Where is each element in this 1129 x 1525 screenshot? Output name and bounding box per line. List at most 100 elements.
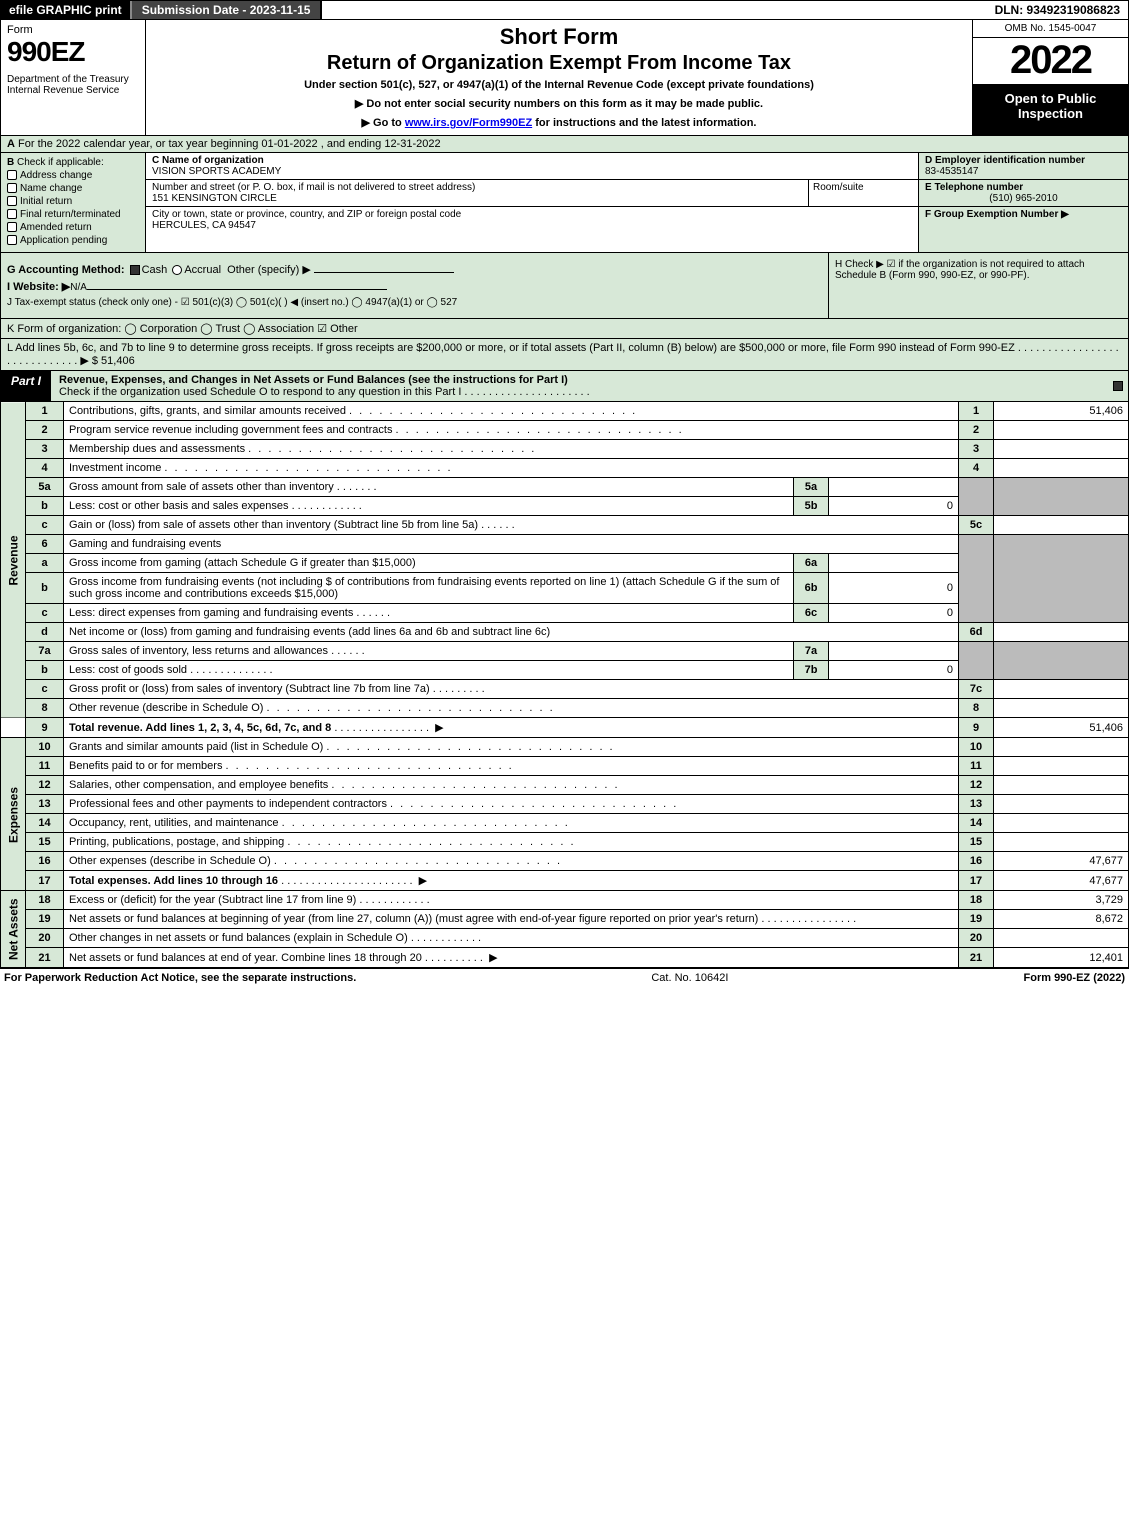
- side-revenue: Revenue: [1, 402, 26, 718]
- chk-cash[interactable]: [130, 265, 140, 275]
- l16-desc: Other expenses (describe in Schedule O): [69, 855, 271, 867]
- line-11: 11 Benefits paid to or for members 11: [1, 757, 1129, 776]
- line-13: 13 Professional fees and other payments …: [1, 795, 1129, 814]
- l19-desc: Net assets or fund balances at beginning…: [69, 913, 758, 925]
- chk-label-1: Name change: [20, 183, 82, 194]
- dots: [226, 760, 514, 772]
- omb-number: OMB No. 1545-0047: [973, 20, 1128, 38]
- l7c-num: c: [26, 680, 64, 699]
- l1-box: 1: [959, 402, 994, 421]
- l1-num: 1: [26, 402, 64, 421]
- l2-box: 2: [959, 421, 994, 440]
- l21-desc: Net assets or fund balances at end of ye…: [69, 952, 422, 964]
- l6b-subval: 0: [829, 573, 959, 604]
- dots: [282, 817, 570, 829]
- l6c-sub: 6c: [794, 604, 829, 623]
- l5b-num: b: [26, 497, 64, 516]
- l6c-desc: Less: direct expenses from gaming and fu…: [69, 607, 353, 619]
- l11-val: [994, 757, 1129, 776]
- line-14: 14 Occupancy, rent, utilities, and maint…: [1, 814, 1129, 833]
- line-3: 3 Membership dues and assessments 3: [1, 440, 1129, 459]
- chk-label-0: Address change: [20, 170, 92, 181]
- l7a-sub: 7a: [794, 642, 829, 661]
- l13-desc: Professional fees and other payments to …: [69, 798, 387, 810]
- l5a-desc: Gross amount from sale of assets other t…: [69, 481, 334, 493]
- submission-date: Submission Date - 2023-11-15: [130, 1, 323, 19]
- footer-right-post: (2022): [1090, 972, 1125, 984]
- footer-right-bold: 990-EZ: [1054, 972, 1090, 984]
- row-j: J Tax-exempt status (check only one) - ☑…: [7, 297, 822, 308]
- notice-1: ▶ Do not enter social security numbers o…: [154, 97, 964, 110]
- part1-title: Revenue, Expenses, and Changes in Net As…: [59, 374, 568, 386]
- chk-name-change[interactable]: [7, 183, 17, 193]
- l6-num: 6: [26, 535, 64, 554]
- form-label: Form: [7, 24, 139, 36]
- l21-num: 21: [26, 948, 64, 968]
- website-value: N/A: [70, 282, 87, 293]
- chk-amended-return[interactable]: [7, 222, 17, 232]
- footer-right: Form 990-EZ (2022): [1024, 972, 1126, 984]
- l2-desc: Program service revenue including govern…: [69, 424, 392, 436]
- l5a-sub: 5a: [794, 478, 829, 497]
- header-left: Form 990EZ Department of the Treasury In…: [1, 20, 146, 135]
- l14-val: [994, 814, 1129, 833]
- l11-num: 11: [26, 757, 64, 776]
- chk-application-pending[interactable]: [7, 235, 17, 245]
- l13-num: 13: [26, 795, 64, 814]
- l6a-subval: [829, 554, 959, 573]
- dots: [248, 443, 536, 455]
- l12-box: 12: [959, 776, 994, 795]
- row-i: I Website: ▶N/A: [7, 280, 822, 293]
- city-label: City or town, state or province, country…: [152, 209, 912, 220]
- line-21: 21 Net assets or fund balances at end of…: [1, 948, 1129, 968]
- subtitle: Under section 501(c), 527, or 4947(a)(1)…: [154, 79, 964, 91]
- line-15: 15 Printing, publications, postage, and …: [1, 833, 1129, 852]
- line-9: 9 Total revenue. Add lines 1, 2, 3, 4, 5…: [1, 718, 1129, 738]
- row-a: A For the 2022 calendar year, or tax yea…: [0, 136, 1129, 153]
- l10-desc: Grants and similar amounts paid (list in…: [69, 741, 323, 753]
- shaded-5: [959, 478, 994, 516]
- l3-desc: Membership dues and assessments: [69, 443, 245, 455]
- other-label: Other (specify) ▶: [227, 264, 311, 276]
- l15-num: 15: [26, 833, 64, 852]
- chk-address-change[interactable]: [7, 170, 17, 180]
- dots: [274, 855, 562, 867]
- l8-desc: Other revenue (describe in Schedule O): [69, 702, 263, 714]
- ein-label: D Employer identification number: [925, 155, 1085, 166]
- part1-subtitle: Check if the organization used Schedule …: [59, 386, 590, 398]
- irs-link[interactable]: www.irs.gov/Form990EZ: [405, 117, 532, 129]
- col-gi: G Accounting Method: Cash Accrual Other …: [1, 253, 828, 318]
- l5c-val: [994, 516, 1129, 535]
- l18-val: 3,729: [994, 891, 1129, 910]
- l4-box: 4: [959, 459, 994, 478]
- l12-num: 12: [26, 776, 64, 795]
- side-blank: [1, 718, 26, 738]
- l1-val: 51,406: [994, 402, 1129, 421]
- l20-box: 20: [959, 929, 994, 948]
- efile-label: efile GRAPHIC print: [1, 1, 130, 19]
- dots: [326, 741, 614, 753]
- l8-num: 8: [26, 699, 64, 718]
- shaded-6: [959, 535, 994, 623]
- l7b-subval: 0: [829, 661, 959, 680]
- l7a-num: 7a: [26, 642, 64, 661]
- line-8: 8 Other revenue (describe in Schedule O)…: [1, 699, 1129, 718]
- chk-schedule-o[interactable]: [1113, 381, 1123, 391]
- l16-val: 47,677: [994, 852, 1129, 871]
- chk-final-return[interactable]: [7, 209, 17, 219]
- l11-box: 11: [959, 757, 994, 776]
- l17-desc: Total expenses. Add lines 10 through 16: [69, 875, 278, 887]
- chk-initial-return[interactable]: [7, 196, 17, 206]
- l11-desc: Benefits paid to or for members: [69, 760, 222, 772]
- l18-num: 18: [26, 891, 64, 910]
- l4-num: 4: [26, 459, 64, 478]
- line-1: Revenue 1 Contributions, gifts, grants, …: [1, 402, 1129, 421]
- col-h: H Check ▶ ☑ if the organization is not r…: [828, 253, 1128, 318]
- col-c: C Name of organization VISION SPORTS ACA…: [146, 153, 918, 252]
- chk-accrual[interactable]: [172, 265, 182, 275]
- shaded-6v: [994, 535, 1129, 623]
- part1-lines-table: Revenue 1 Contributions, gifts, grants, …: [0, 402, 1129, 968]
- l15-desc: Printing, publications, postage, and shi…: [69, 836, 284, 848]
- part1-title-block: Revenue, Expenses, and Changes in Net As…: [51, 371, 1108, 401]
- l7c-box: 7c: [959, 680, 994, 699]
